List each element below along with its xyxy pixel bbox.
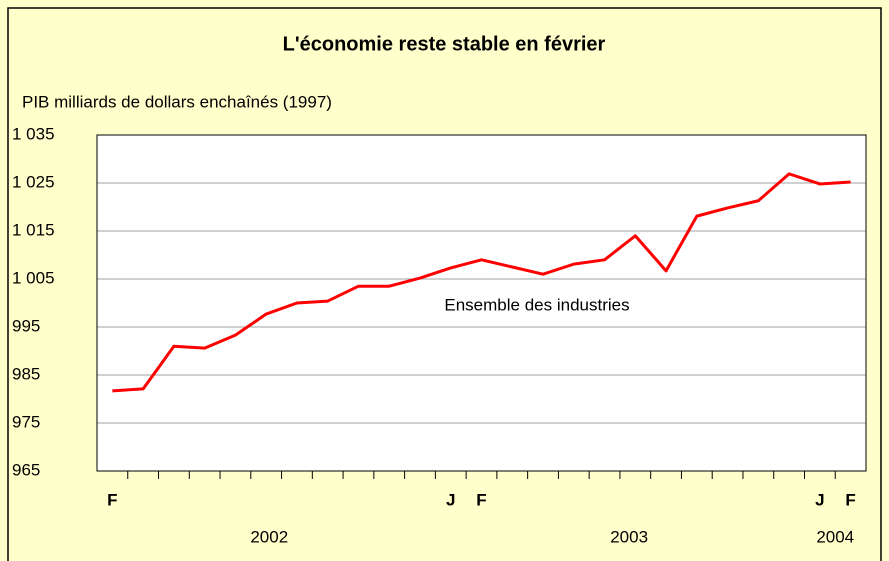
y-tick-label: 975 — [12, 412, 40, 431]
plot-area — [97, 135, 866, 471]
chart-border — [7, 7, 882, 561]
y-tick-label: 1 015 — [12, 220, 55, 239]
y-tick-label: 1 005 — [12, 268, 55, 287]
year-label: 2004 — [816, 527, 854, 546]
line — [112, 172, 851, 393]
y-tick-label: 965 — [12, 460, 40, 479]
y-tick-label: 1 025 — [12, 172, 55, 191]
y-axis-label: PIB milliards de dollars enchaînés (1997… — [22, 92, 332, 111]
year-label: 2002 — [250, 527, 288, 546]
x-tick-label: F — [845, 490, 855, 509]
year-label: 2003 — [610, 527, 648, 546]
x-tick-label: F — [107, 490, 117, 509]
plot-border — [96, 134, 867, 472]
y-tick-label: 985 — [12, 364, 40, 383]
x-tick-label: J — [815, 490, 824, 509]
y-tick-label: 1 035 — [12, 124, 55, 143]
series-label: Ensemble des industries — [444, 295, 629, 314]
y-tick-label: 995 — [12, 316, 40, 335]
chart-title: L'économie reste stable en février — [283, 33, 606, 55]
x-tick-label: J — [446, 490, 455, 509]
x-tick-label: F — [476, 490, 486, 509]
